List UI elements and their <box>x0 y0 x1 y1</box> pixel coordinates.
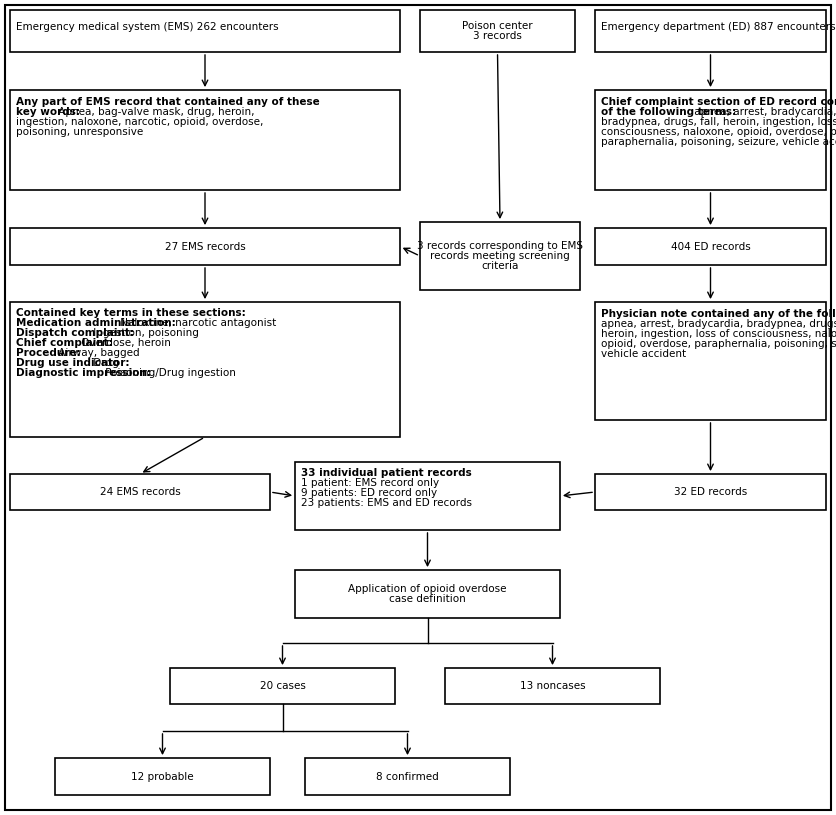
Text: 12 probable: 12 probable <box>131 772 194 782</box>
Bar <box>305 758 510 795</box>
Text: Emergency department (ED) 887 encounters: Emergency department (ED) 887 encounters <box>601 22 836 32</box>
Text: key words:: key words: <box>16 107 80 117</box>
Bar <box>10 10 400 52</box>
Text: Physician note contained any of the following terms:: Physician note contained any of the foll… <box>601 309 836 319</box>
Text: 8 confirmed: 8 confirmed <box>376 772 439 782</box>
Text: opioid, overdose, paraphernalia, poisoning, seizure,: opioid, overdose, paraphernalia, poisoni… <box>601 339 836 349</box>
Text: heroin, ingestion, loss of consciousness, naloxone,: heroin, ingestion, loss of consciousness… <box>601 329 836 339</box>
Bar <box>595 474 826 510</box>
Bar <box>10 302 400 437</box>
Text: Contained key terms in these sections:: Contained key terms in these sections: <box>16 308 246 318</box>
Text: 9 patients: ED record only: 9 patients: ED record only <box>301 488 437 498</box>
Text: vehicle accident: vehicle accident <box>601 350 686 359</box>
Text: Poison center: Poison center <box>462 21 533 31</box>
Text: Medication administration:: Medication administration: <box>16 318 176 328</box>
Text: 24 EMS records: 24 EMS records <box>99 487 181 497</box>
Text: paraphernalia, poisoning, seizure, vehicle accident: paraphernalia, poisoning, seizure, vehic… <box>601 137 836 148</box>
Bar <box>10 228 400 265</box>
Text: Chief complaint section of ED record contained any: Chief complaint section of ED record con… <box>601 97 836 107</box>
Bar <box>10 474 270 510</box>
Text: 1 patient: EMS record only: 1 patient: EMS record only <box>301 478 439 488</box>
Text: Airway, bagged: Airway, bagged <box>55 348 140 359</box>
Text: Dispatch complaint:: Dispatch complaint: <box>16 328 134 338</box>
Bar <box>420 222 580 290</box>
Text: 32 ED records: 32 ED records <box>674 487 747 497</box>
Text: Drug: Drug <box>90 359 119 368</box>
Text: Chief complaint:: Chief complaint: <box>16 338 113 348</box>
Text: 404 ED records: 404 ED records <box>670 241 751 252</box>
Text: records meeting screening: records meeting screening <box>431 251 570 261</box>
Text: 3 records: 3 records <box>473 31 522 41</box>
Text: Diagnostic impression:: Diagnostic impression: <box>16 368 151 378</box>
Text: case definition: case definition <box>389 594 466 604</box>
Text: Procedure:: Procedure: <box>16 348 80 359</box>
Text: apnea, arrest, bradycardia,: apnea, arrest, bradycardia, <box>691 107 836 117</box>
Text: bradypnea, drugs, fall, heroin, ingestion, loss of: bradypnea, drugs, fall, heroin, ingestio… <box>601 117 836 127</box>
Bar <box>10 90 400 190</box>
Text: Drug use indicator:: Drug use indicator: <box>16 359 130 368</box>
Text: Overdose, heroin: Overdose, heroin <box>79 338 171 348</box>
Text: criteria: criteria <box>482 261 518 271</box>
Bar <box>595 302 826 420</box>
Bar <box>445 668 660 704</box>
Text: 20 cases: 20 cases <box>259 681 305 691</box>
Text: ingestion, naloxone, narcotic, opioid, overdose,: ingestion, naloxone, narcotic, opioid, o… <box>16 117 263 127</box>
Text: Application of opioid overdose: Application of opioid overdose <box>349 584 507 594</box>
Text: Emergency medical system (EMS) 262 encounters: Emergency medical system (EMS) 262 encou… <box>16 22 278 32</box>
Bar <box>170 668 395 704</box>
Text: apnea, arrest, bradycardia, bradypnea, drugs, fall,: apnea, arrest, bradycardia, bradypnea, d… <box>601 319 836 329</box>
Bar <box>595 90 826 190</box>
Text: 27 EMS records: 27 EMS records <box>165 241 246 252</box>
Bar <box>295 570 560 618</box>
Text: Naloxone, narcotic antagonist: Naloxone, narcotic antagonist <box>117 318 277 328</box>
Bar <box>420 10 575 52</box>
Text: Ingestion, poisoning: Ingestion, poisoning <box>90 328 199 338</box>
Text: Poisoning/Drug ingestion: Poisoning/Drug ingestion <box>102 368 236 378</box>
Text: Apnea, bag-valve mask, drug, heroin,: Apnea, bag-valve mask, drug, heroin, <box>55 107 254 117</box>
Text: of the following terms:: of the following terms: <box>601 107 737 117</box>
Bar <box>295 462 560 530</box>
Bar <box>55 758 270 795</box>
Bar <box>595 228 826 265</box>
Text: 33 individual patient records: 33 individual patient records <box>301 468 472 478</box>
Text: 13 noncases: 13 noncases <box>520 681 585 691</box>
Text: Any part of EMS record that contained any of these: Any part of EMS record that contained an… <box>16 97 319 107</box>
Bar <box>595 10 826 52</box>
Text: consciousness, naloxone, opioid, overdose, pain,: consciousness, naloxone, opioid, overdos… <box>601 127 836 137</box>
Text: 23 patients: EMS and ED records: 23 patients: EMS and ED records <box>301 498 472 508</box>
Text: poisoning, unresponsive: poisoning, unresponsive <box>16 127 143 137</box>
Text: 3 records corresponding to EMS: 3 records corresponding to EMS <box>417 241 583 251</box>
